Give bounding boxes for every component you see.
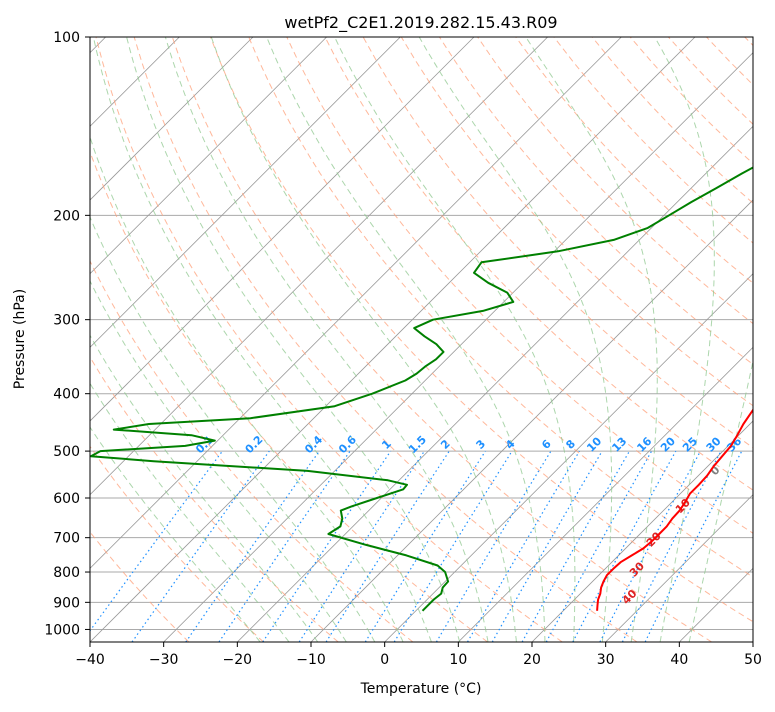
dry-adiabat-line [439, 37, 775, 642]
y-axis: 100 200 300 400 500 600 700 800 900 1000 [44, 30, 90, 638]
dry-adiabat-line [58, 37, 488, 642]
dry-adiabat-line [745, 37, 775, 642]
x-axis-title: Temperature (°C) [360, 681, 482, 697]
isotherm-line [679, 37, 775, 642]
y-tick-label: 500 [53, 444, 80, 460]
x-tick-label: 40 [670, 652, 688, 668]
x-tick-label: 10 [449, 652, 467, 668]
y-tick-label: 400 [53, 387, 80, 403]
isotherm-line [0, 37, 474, 642]
x-tick-label: 50 [744, 652, 762, 668]
mixing-ratio-label: 1 [379, 437, 394, 452]
mixing-ratio-line [132, 451, 269, 642]
y-tick-label: 700 [53, 531, 80, 547]
isotherm-line [753, 37, 775, 642]
x-tick-label: −10 [296, 652, 326, 668]
y-tick-label: 600 [53, 491, 80, 507]
x-tick-label: 0 [380, 652, 389, 668]
dewpoint-line [91, 37, 775, 611]
mixing-ratio-line [573, 451, 676, 642]
x-tick-label: −40 [75, 652, 105, 668]
isotherm-line [16, 37, 621, 642]
dry-adiabat-line [96, 37, 562, 642]
moist-adiabat-line [655, 37, 715, 642]
moist-adiabat-line [0, 37, 260, 642]
x-tick-label: 30 [597, 652, 615, 668]
mixing-ratio-line [645, 451, 742, 642]
isotherm-line [532, 37, 775, 642]
mixing-ratio-label: 3 [474, 437, 489, 452]
moist-adiabat-line [165, 37, 488, 642]
mixing-ratio-label: 4 [503, 437, 518, 452]
isotherm-line [164, 37, 769, 642]
y-axis-title: Pressure (hPa) [12, 289, 28, 389]
moist-adiabat-label: 40 [620, 587, 640, 607]
moist-adiabat-line [64, 37, 403, 642]
chart-title: wetPf2_C2E1.2019.282.15.43.R09 [284, 13, 557, 33]
isotherm-line [458, 37, 775, 642]
moist-adiabat-label: 30 [627, 559, 647, 579]
moist-adiabat-line [39, 37, 375, 642]
dry-adiabat-line [707, 37, 775, 642]
mixing-ratio-label: 6 [539, 437, 554, 452]
isotherm-line [0, 37, 327, 642]
moist-adiabat-line [93, 37, 431, 642]
line-labels: -100-90-80-70-60-50-40-30-20-10010203040… [193, 44, 775, 607]
isotherm-line [0, 37, 400, 642]
isotherm-line [0, 37, 253, 642]
mixing-ratio-line [299, 451, 424, 642]
y-tick-label: 200 [53, 208, 80, 224]
dry-adiabat-line [516, 37, 775, 642]
moist-adiabat-line [689, 37, 775, 642]
moist-adiabat-line [0, 37, 289, 642]
moist-adiabat-line [0, 37, 318, 642]
x-tick-label: −30 [149, 652, 179, 668]
y-tick-label: 300 [53, 313, 80, 329]
isotherm-line [237, 37, 775, 642]
dry-adiabat-line [478, 37, 775, 642]
dry-adiabat-line [134, 37, 637, 642]
dry-adiabat-line [20, 37, 413, 642]
moist-adiabat-line [419, 37, 612, 642]
y-tick-label: 900 [53, 595, 80, 611]
mixing-ratio-label: 1.5 [406, 433, 429, 456]
dry-adiabat-line [0, 37, 338, 642]
mixing-ratio-line [394, 451, 512, 642]
isotherm-line [0, 37, 548, 642]
mixing-ratio-line [82, 451, 223, 642]
mixing-ratio-label: 13 [609, 435, 629, 455]
x-tick-label: 20 [523, 652, 541, 668]
isotherm-line [606, 37, 775, 642]
moist-adiabat-line [211, 37, 516, 642]
temperature-line [597, 37, 775, 611]
y-tick-label: 800 [53, 565, 80, 581]
dry-adiabat-line [554, 37, 775, 642]
mixing-ratio-line [219, 451, 350, 642]
dry-adiabat-line [0, 37, 189, 642]
dry-adiabat-line [211, 37, 775, 642]
mixing-ratio-label: 0.6 [336, 433, 359, 456]
x-tick-label: −20 [223, 652, 253, 668]
mixing-ratio-line [546, 451, 651, 642]
dry-adiabat-line [668, 37, 775, 642]
y-tick-label: 100 [53, 30, 80, 46]
x-axis: −40 −30 −20 −10 0 10 20 30 40 50 [75, 642, 762, 668]
y-tick-label: 1000 [44, 622, 80, 638]
mixing-ratio-label: 8 [563, 437, 578, 452]
isotherm-line [385, 37, 775, 642]
dry-adiabat-line [0, 37, 264, 642]
series-lines [91, 37, 775, 611]
dry-adiabat-line [592, 37, 775, 642]
mixing-ratio-label: 25 [680, 435, 700, 455]
mixing-ratio-label: 0.4 [302, 433, 325, 456]
mixing-ratio-label: 2 [438, 437, 453, 452]
